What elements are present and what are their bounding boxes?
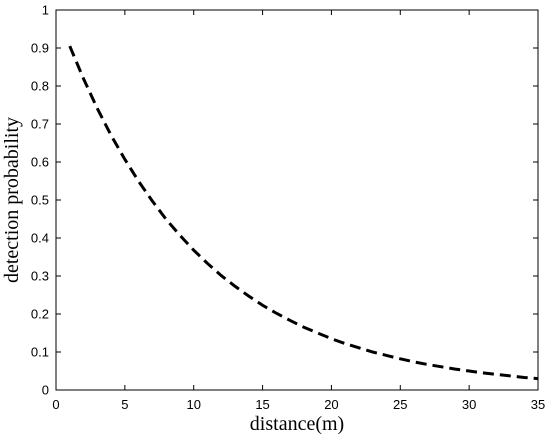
plot-area — [55, 9, 539, 391]
x-tick-label: 10 — [186, 397, 200, 412]
x-tick-label: 30 — [462, 397, 476, 412]
y-tick-label: 0.2 — [31, 307, 49, 322]
x-tick-label: 0 — [52, 397, 59, 412]
y-tick-label: 0 — [42, 383, 49, 398]
y-tick-label: 0.4 — [31, 231, 49, 246]
series-layer — [68, 45, 539, 381]
y-tick-label: 0.3 — [31, 269, 49, 284]
y-tick-label: 0.8 — [31, 79, 49, 94]
y-tick-label: 0.6 — [31, 155, 49, 170]
x-tick-label: 15 — [255, 397, 269, 412]
x-tick-label: 25 — [393, 397, 407, 412]
x-axis: 0 5 10 15 20 25 30 35 — [52, 10, 545, 412]
y-tick-label: 0.9 — [31, 41, 49, 56]
x-axis-title: distance(m) — [250, 413, 344, 435]
y-tick-label: 0.5 — [31, 193, 49, 208]
series-line-0 — [68, 45, 539, 381]
x-tick-label: 5 — [121, 397, 128, 412]
y-tick-label: 0.7 — [31, 117, 49, 132]
y-tick-label: 0.1 — [31, 345, 49, 360]
x-tick-label: 20 — [324, 397, 338, 412]
y-axis: 0 0.1 0.2 0.3 0.4 0.5 0.6 0.7 0.8 0.9 1 — [31, 3, 538, 398]
x-tick-label: 35 — [531, 397, 545, 412]
y-axis-title: detection probability — [1, 117, 23, 283]
y-tick-label: 1 — [42, 3, 49, 18]
